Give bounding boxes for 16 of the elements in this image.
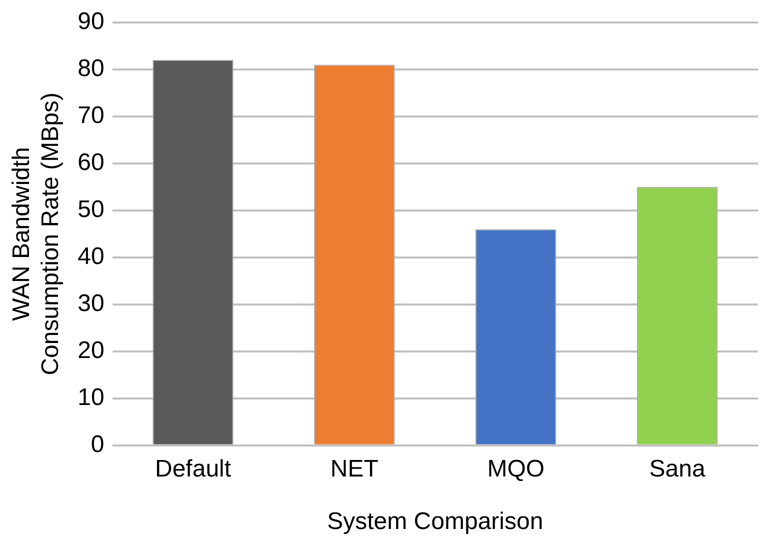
y-tick-label: 30 (78, 290, 104, 318)
y-tick-label: 0 (90, 431, 104, 458)
y-tick-label: 60 (78, 149, 104, 176)
x-tick-label: Default (154, 455, 232, 482)
x-tick-label: Sana (649, 455, 706, 482)
y-tick-label: 40 (78, 243, 104, 270)
y-tick-label: 20 (78, 337, 104, 364)
y-tick-label: 70 (78, 102, 104, 130)
y-tick-label: 80 (78, 55, 104, 82)
x-tick-label: MQO (487, 455, 545, 482)
x-axis-title: System Comparison (327, 508, 544, 536)
y-tick-label: 90 (78, 8, 104, 36)
x-tick-label: NET (330, 455, 379, 482)
y-tick-label: 50 (78, 196, 104, 224)
y-axis-title: WAN Bandwidth Consumption Rate (MBps) (8, 92, 64, 376)
y-tick-label: 10 (78, 384, 104, 412)
